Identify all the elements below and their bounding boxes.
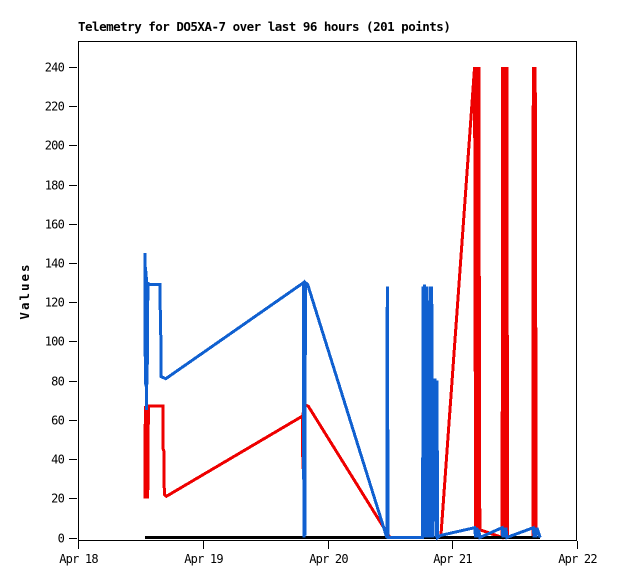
plot-series bbox=[143, 66, 542, 541]
y-tick-label: 40 bbox=[51, 453, 64, 467]
y-tick-label: 0 bbox=[58, 532, 65, 546]
series-blue-series bbox=[143, 253, 542, 541]
y-tick-label: 160 bbox=[45, 218, 65, 232]
y-tick-label: 140 bbox=[45, 257, 65, 271]
x-tick-label: Apr 19 bbox=[184, 552, 223, 566]
x-tick-label: Apr 18 bbox=[59, 552, 98, 566]
y-tick-label: 180 bbox=[45, 179, 65, 193]
y-tick-label: 240 bbox=[45, 61, 65, 75]
plot-frame bbox=[78, 41, 577, 541]
chart-title: Telemetry for DO5XA-7 over last 96 hours… bbox=[78, 19, 450, 34]
y-tick-label: 100 bbox=[45, 335, 65, 349]
x-tick-label: Apr 22 bbox=[558, 552, 597, 566]
y-tick-label: 120 bbox=[45, 296, 65, 310]
x-tick-label: Apr 20 bbox=[309, 552, 348, 566]
y-tick-label: 200 bbox=[45, 139, 65, 153]
y-tick-label: 60 bbox=[51, 414, 64, 428]
x-tick-label: Apr 21 bbox=[433, 552, 472, 566]
series-red-series bbox=[143, 66, 538, 540]
y-tick-label: 220 bbox=[45, 100, 65, 114]
y-tick-label: 20 bbox=[51, 492, 64, 506]
plot-axes: 0 20 40 60 80 100 120 140 160 180 200 220 240 Apr 18 A… bbox=[45, 41, 598, 566]
y-tick-label: 80 bbox=[51, 375, 64, 389]
y-axis-title: Values bbox=[17, 262, 32, 319]
